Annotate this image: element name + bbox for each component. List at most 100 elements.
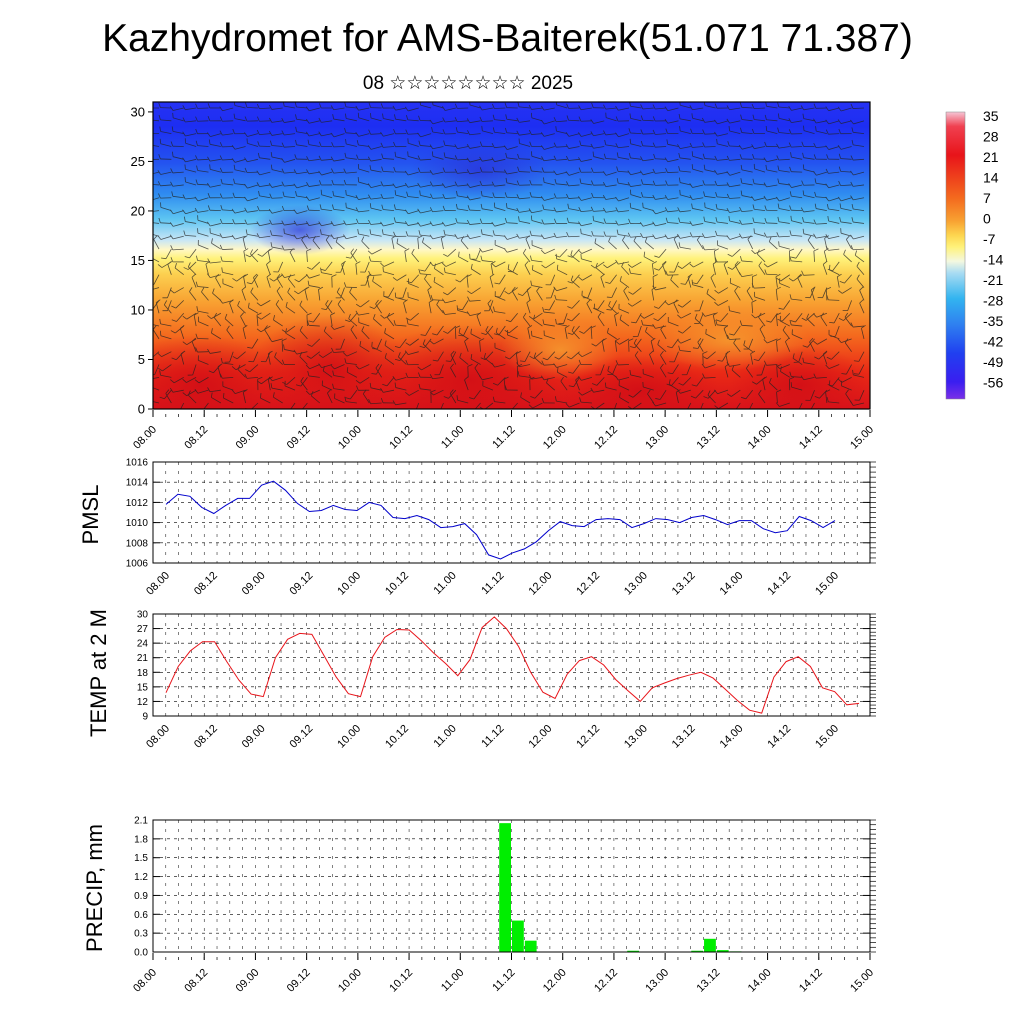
- wind-barb-flag: [566, 181, 569, 187]
- wind-barb-flag: [276, 286, 281, 292]
- wind-barb: [527, 328, 531, 339]
- wind-barb-flag: [652, 209, 656, 215]
- wind-barb: [494, 207, 506, 211]
- wind-barb-flag: [417, 155, 421, 161]
- wind-barb: [506, 132, 518, 135]
- colorbar-label: -35: [983, 313, 1003, 329]
- wind-barb-flag: [554, 356, 560, 360]
- wind-barb: [483, 357, 494, 365]
- wind-barb: [424, 261, 432, 272]
- wind-barb-flag: [505, 319, 511, 323]
- wind-barb: [643, 386, 654, 391]
- wind-barb-flag: [195, 128, 198, 134]
- wind-barb-flag: [578, 221, 582, 226]
- precip-x-tick-label: 08.12: [182, 967, 210, 995]
- wind-barb-flag: [844, 312, 849, 318]
- wind-barb: [844, 274, 852, 284]
- wind-barb-flag: [491, 181, 495, 187]
- wind-barb: [383, 146, 395, 148]
- wind-barb: [556, 400, 568, 404]
- wind-barb: [581, 197, 592, 201]
- wind-barb-flag: [689, 263, 694, 268]
- wind-barb: [710, 277, 716, 288]
- wind-barb: [296, 131, 308, 135]
- wind-barb-flag: [330, 312, 336, 316]
- wind-barb: [853, 184, 865, 187]
- wind-barb: [259, 195, 271, 199]
- wind-barb-flag: [615, 360, 619, 366]
- wind-barb: [556, 120, 568, 123]
- wind-barb-flag: [652, 142, 656, 148]
- wind-barb: [172, 107, 184, 111]
- wind-barb-flag: [739, 219, 743, 225]
- wind-barb-flag: [306, 181, 310, 187]
- wind-barb-flag: [169, 209, 174, 215]
- wind-barb-flag: [738, 272, 743, 277]
- wind-barb-flag: [652, 285, 656, 291]
- wind-barb: [481, 260, 493, 263]
- wind-barb: [370, 146, 382, 150]
- wind-barb: [660, 329, 667, 340]
- wind-barb: [605, 171, 617, 176]
- wind-barb-flag: [380, 193, 384, 199]
- wind-barb: [807, 239, 815, 250]
- wind-barb: [533, 357, 543, 365]
- wind-barb: [432, 197, 444, 199]
- precip-x-tick-label: 09.12: [285, 967, 313, 995]
- wind-barb: [531, 376, 543, 380]
- wind-barb: [469, 158, 481, 163]
- wind-barb-flag: [604, 382, 607, 388]
- wind-barb: [420, 133, 432, 138]
- wind-barb-flag: [746, 363, 750, 369]
- wind-barb: [481, 184, 493, 186]
- wind-barb-flag: [607, 365, 610, 371]
- wind-barb-flag: [441, 221, 446, 227]
- wind-barb-flag: [616, 166, 619, 172]
- wind-barb-flag: [664, 118, 669, 124]
- wind-barb-flag: [268, 183, 273, 188]
- wind-barb-flag: [393, 231, 396, 237]
- wind-barb: [792, 357, 803, 365]
- wind-barb-flag: [380, 181, 384, 187]
- wind-barb: [816, 130, 827, 135]
- wind-barb-flag: [318, 131, 322, 137]
- wind-barb-flag: [187, 262, 191, 268]
- wind-barb-flag: [293, 234, 298, 240]
- colorbar-label: 35: [983, 108, 999, 124]
- wind-barb: [605, 210, 617, 213]
- wind-barb-flag: [825, 106, 829, 111]
- wind-barb: [197, 158, 209, 161]
- wind-barb: [680, 338, 692, 344]
- wind-barb: [408, 296, 419, 301]
- wind-barb: [695, 389, 704, 399]
- wind-barb: [370, 197, 382, 200]
- wind-barb: [447, 287, 457, 296]
- wind-barb: [601, 340, 605, 352]
- colorbar-label: -21: [983, 272, 1003, 288]
- wind-barb-flag: [664, 301, 669, 306]
- wind-barb-flag: [350, 325, 355, 330]
- wind-barb-flag: [592, 383, 597, 386]
- wind-barb: [704, 235, 716, 239]
- wind-barb-flag: [800, 375, 805, 381]
- wind-barb: [549, 300, 556, 311]
- wind-barb-flag: [729, 333, 735, 336]
- wind-barb: [188, 394, 197, 404]
- wind-barb: [388, 287, 395, 298]
- wind-barb: [618, 133, 630, 138]
- heatmap-frame: [152, 101, 871, 410]
- wind-barb: [264, 329, 271, 340]
- wind-barb-flag: [394, 358, 400, 361]
- wind-barb-flag: [466, 118, 471, 123]
- wind-barb: [543, 323, 555, 327]
- wind-barb-flag: [443, 229, 446, 235]
- pmsl-x-tick-label: 13.00: [622, 570, 650, 598]
- wind-barb: [526, 302, 531, 314]
- wind-barb-flag: [243, 248, 249, 252]
- wind-barb: [408, 171, 419, 176]
- wind-barb: [600, 277, 605, 288]
- wind-barb: [854, 254, 865, 263]
- wind-barb: [160, 143, 172, 147]
- precip-bar: [512, 920, 524, 952]
- wind-barb: [296, 144, 308, 147]
